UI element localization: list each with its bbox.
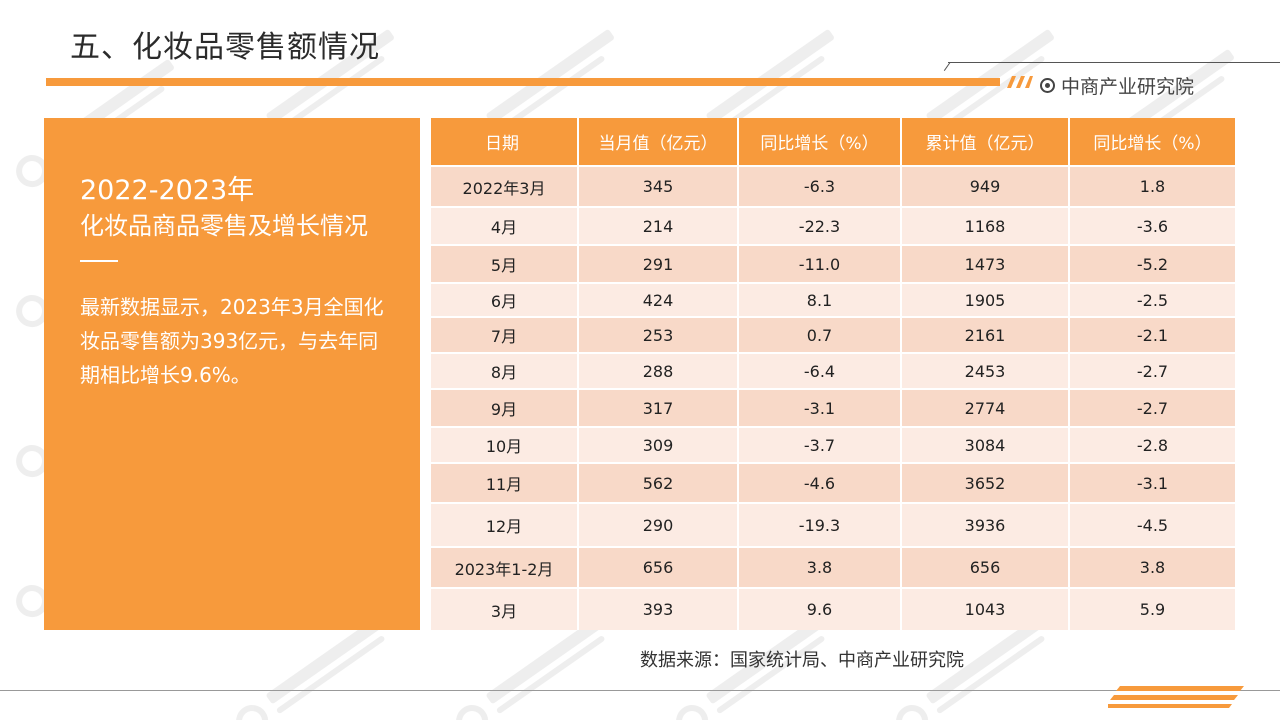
header-monthly-value: 当月值（亿元） <box>578 118 739 166</box>
table-row: 10月 309 -3.7 3084 -2.8 <box>431 426 1235 463</box>
cell-monthly-value: 345 <box>578 165 739 207</box>
footer-divider <box>0 690 1280 691</box>
cell-date: 3月 <box>431 587 579 630</box>
cell-cumulative-yoy: -2.5 <box>1069 282 1235 317</box>
cell-cumulative-yoy: -2.7 <box>1069 352 1235 389</box>
cell-cumulative-yoy: 5.9 <box>1069 587 1235 630</box>
cell-monthly-value: 317 <box>578 388 739 427</box>
cell-monthly-yoy: -11.0 <box>738 244 902 283</box>
cell-monthly-value: 253 <box>578 316 739 353</box>
cell-cumulative-value: 1473 <box>901 244 1070 283</box>
cell-date: 12月 <box>431 502 579 547</box>
page-title: 五、化妆品零售额情况 <box>70 30 380 65</box>
cell-date: 4月 <box>431 206 579 245</box>
retail-data-table: 日期 当月值（亿元） 同比增长（%） 累计值（亿元） 同比增长（%） 2022年… <box>431 118 1235 630</box>
table-row: 12月 290 -19.3 3936 -4.5 <box>431 502 1235 547</box>
cell-cumulative-yoy: 3.8 <box>1069 546 1235 588</box>
cell-date: 2023年1-2月 <box>431 546 579 588</box>
cell-date: 8月 <box>431 352 579 389</box>
cell-monthly-yoy: 3.8 <box>738 546 902 588</box>
cell-monthly-yoy: -3.7 <box>738 426 902 463</box>
cell-cumulative-value: 2161 <box>901 316 1070 353</box>
cell-monthly-yoy: -6.4 <box>738 352 902 389</box>
cell-monthly-yoy: -19.3 <box>738 502 902 547</box>
cell-date: 11月 <box>431 462 579 503</box>
cell-monthly-yoy: 8.1 <box>738 282 902 317</box>
table-row: 8月 288 -6.4 2453 -2.7 <box>431 352 1235 389</box>
cell-cumulative-yoy: -2.1 <box>1069 316 1235 353</box>
cell-date: 9月 <box>431 388 579 427</box>
cell-cumulative-value: 949 <box>901 165 1070 207</box>
cell-cumulative-value: 2453 <box>901 352 1070 389</box>
cell-cumulative-value: 3652 <box>901 462 1070 503</box>
table-row: 5月 291 -11.0 1473 -5.2 <box>431 244 1235 283</box>
cell-monthly-value: 562 <box>578 462 739 503</box>
footer-stripes-decoration <box>1108 686 1244 708</box>
cell-cumulative-value: 3936 <box>901 502 1070 547</box>
cell-cumulative-value: 1168 <box>901 206 1070 245</box>
cell-monthly-yoy: -4.6 <box>738 462 902 503</box>
table-row: 9月 317 -3.1 2774 -2.7 <box>431 388 1235 427</box>
cell-cumulative-yoy: 1.8 <box>1069 165 1235 207</box>
header-cumulative-value: 累计值（亿元） <box>901 118 1070 166</box>
cell-monthly-value: 291 <box>578 244 739 283</box>
cell-cumulative-value: 1043 <box>901 587 1070 630</box>
table-row: 6月 424 8.1 1905 -2.5 <box>431 282 1235 317</box>
cell-cumulative-value: 656 <box>901 546 1070 588</box>
table-row: 4月 214 -22.3 1168 -3.6 <box>431 206 1235 245</box>
cell-date: 10月 <box>431 426 579 463</box>
brand-circle-icon <box>1040 78 1055 93</box>
title-accent-bar <box>46 78 1000 86</box>
cell-date: 7月 <box>431 316 579 353</box>
cell-monthly-value: 656 <box>578 546 739 588</box>
header-date: 日期 <box>431 118 579 166</box>
cell-monthly-yoy: -22.3 <box>738 206 902 245</box>
cell-monthly-value: 309 <box>578 426 739 463</box>
cell-monthly-value: 214 <box>578 206 739 245</box>
summary-panel: 2022-2023年 化妆品商品零售及增长情况 最新数据显示，2023年3月全国… <box>44 118 420 630</box>
brand-logo: 中商产业研究院 <box>1040 72 1194 99</box>
cell-cumulative-value: 2774 <box>901 388 1070 427</box>
header-cumulative-yoy: 同比增长（%） <box>1069 118 1235 166</box>
table-row: 2023年1-2月 656 3.8 656 3.8 <box>431 546 1235 588</box>
title-stripes-decoration <box>1007 76 1033 88</box>
summary-divider <box>80 260 118 262</box>
cell-cumulative-yoy: -3.6 <box>1069 206 1235 245</box>
header-divider-line <box>948 62 1280 63</box>
cell-monthly-yoy: 9.6 <box>738 587 902 630</box>
cell-monthly-value: 288 <box>578 352 739 389</box>
cell-monthly-yoy: -6.3 <box>738 165 902 207</box>
cell-monthly-value: 290 <box>578 502 739 547</box>
cell-cumulative-value: 1905 <box>901 282 1070 317</box>
cell-cumulative-yoy: -2.7 <box>1069 388 1235 427</box>
table-row: 11月 562 -4.6 3652 -3.1 <box>431 462 1235 503</box>
table-header-row: 日期 当月值（亿元） 同比增长（%） 累计值（亿元） 同比增长（%） <box>431 118 1235 166</box>
cell-cumulative-yoy: -2.8 <box>1069 426 1235 463</box>
cell-monthly-yoy: 0.7 <box>738 316 902 353</box>
brand-name: 中商产业研究院 <box>1061 76 1195 98</box>
cell-monthly-value: 424 <box>578 282 739 317</box>
cell-monthly-value: 393 <box>578 587 739 630</box>
cell-date: 5月 <box>431 244 579 283</box>
cell-cumulative-value: 3084 <box>901 426 1070 463</box>
header-divider-slant <box>943 62 951 71</box>
summary-subtitle: 化妆品商品零售及增长情况 <box>80 212 368 240</box>
cell-date: 2022年3月 <box>431 165 579 207</box>
table-row: 3月 393 9.6 1043 5.9 <box>431 587 1235 630</box>
summary-year-range: 2022-2023年 <box>80 175 255 206</box>
header-monthly-yoy: 同比增长（%） <box>738 118 902 166</box>
cell-monthly-yoy: -3.1 <box>738 388 902 427</box>
table-row: 2022年3月 345 -6.3 949 1.8 <box>431 165 1235 207</box>
data-source-note: 数据来源：国家统计局、中商产业研究院 <box>640 650 964 671</box>
table-row: 7月 253 0.7 2161 -2.1 <box>431 316 1235 353</box>
summary-description: 最新数据显示，2023年3月全国化妆品零售额为393亿元，与去年同期相比增长9.… <box>80 295 384 387</box>
cell-cumulative-yoy: -3.1 <box>1069 462 1235 503</box>
cell-date: 6月 <box>431 282 579 317</box>
cell-cumulative-yoy: -5.2 <box>1069 244 1235 283</box>
cell-cumulative-yoy: -4.5 <box>1069 502 1235 547</box>
